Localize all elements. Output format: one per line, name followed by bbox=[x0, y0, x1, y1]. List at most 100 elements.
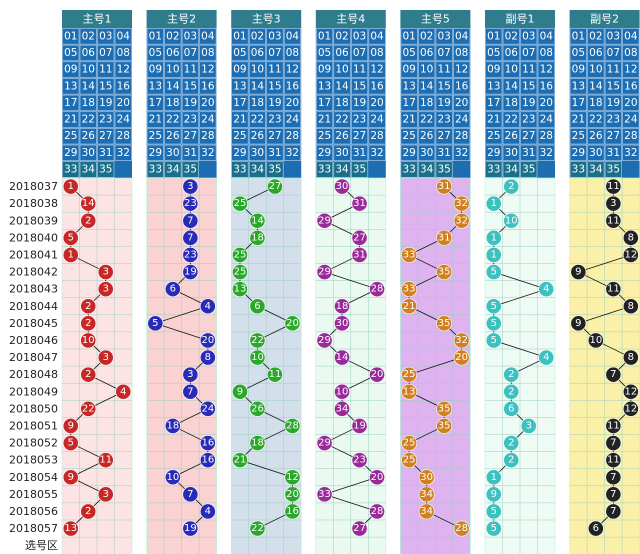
ball-number: 11 bbox=[99, 455, 112, 466]
ball-number: 4 bbox=[205, 301, 211, 312]
grid-cell bbox=[622, 28, 640, 45]
trend-line bbox=[578, 254, 631, 273]
ball bbox=[182, 486, 199, 503]
grid-number: 25 bbox=[318, 130, 331, 142]
grid-number: 30 bbox=[166, 147, 179, 159]
ball bbox=[485, 332, 502, 349]
grid-cell bbox=[248, 144, 266, 162]
grid-cell bbox=[569, 128, 587, 145]
grid-cell bbox=[199, 61, 217, 78]
ball bbox=[232, 383, 248, 400]
ball-number: 18 bbox=[251, 232, 264, 243]
ball-number: 13 bbox=[64, 523, 77, 534]
grid-number: 08 bbox=[455, 47, 468, 59]
grid-cell bbox=[315, 128, 334, 145]
grid-cell bbox=[400, 144, 418, 162]
ball bbox=[485, 503, 502, 520]
grid-number: 12 bbox=[455, 64, 468, 76]
grid-cell bbox=[622, 78, 640, 95]
grid-cell bbox=[199, 128, 217, 145]
grid-number: 25 bbox=[402, 130, 415, 142]
grid-cell bbox=[569, 161, 587, 178]
grid-cell bbox=[502, 44, 520, 62]
grid-cell bbox=[400, 128, 418, 145]
grid-number: 10 bbox=[251, 64, 264, 76]
grid-cell bbox=[418, 61, 436, 78]
ball-number: 19 bbox=[184, 267, 197, 278]
grid-number: 15 bbox=[607, 80, 620, 92]
ball-number: 33 bbox=[318, 489, 331, 500]
grid-cell bbox=[114, 28, 132, 45]
column-header-bg bbox=[231, 10, 302, 28]
grid-cell bbox=[266, 78, 284, 95]
ball-number: 32 bbox=[455, 215, 468, 226]
grid-number: 12 bbox=[201, 64, 214, 76]
grid-cell bbox=[502, 144, 520, 162]
grid-number: 30 bbox=[335, 147, 348, 159]
grid-cell bbox=[435, 111, 453, 128]
grid-cell bbox=[248, 28, 266, 45]
grid-number: 09 bbox=[487, 64, 500, 76]
ball-number: 8 bbox=[628, 232, 634, 243]
ball bbox=[182, 195, 199, 212]
trend-line bbox=[155, 322, 208, 341]
grid-cell bbox=[350, 144, 369, 162]
ball bbox=[503, 178, 520, 195]
grid-cell bbox=[350, 111, 369, 128]
ball-number: 25 bbox=[403, 369, 416, 380]
ball-number: 2 bbox=[508, 455, 514, 466]
grid-number: 14 bbox=[166, 80, 180, 92]
grid-cell bbox=[622, 44, 640, 62]
ball bbox=[503, 383, 520, 400]
grid-number: 25 bbox=[233, 130, 246, 142]
column-header: 主号3 bbox=[252, 13, 281, 26]
ball bbox=[605, 418, 622, 434]
grid-number: 18 bbox=[589, 97, 602, 109]
ball-number: 2 bbox=[85, 369, 91, 380]
ball bbox=[418, 503, 435, 520]
period-label: 2018042 bbox=[9, 266, 58, 279]
grid-number: 06 bbox=[166, 47, 180, 59]
grid-number: 34 bbox=[82, 164, 96, 176]
grid-cell bbox=[520, 161, 538, 178]
grid-number: 31 bbox=[607, 147, 620, 159]
grid-number: 10 bbox=[82, 64, 95, 76]
ball-number: 3 bbox=[103, 352, 109, 363]
grid-cell bbox=[248, 94, 266, 112]
column-header: 副号1 bbox=[506, 13, 535, 26]
ball-number: 14 bbox=[336, 352, 349, 363]
grid-cell bbox=[231, 128, 249, 145]
grid-cell bbox=[569, 78, 587, 95]
grid-cell bbox=[435, 94, 453, 112]
grid-cell bbox=[315, 94, 334, 112]
grid-number: 06 bbox=[335, 47, 349, 59]
grid-cell bbox=[520, 78, 538, 95]
ball bbox=[62, 229, 79, 246]
ball bbox=[62, 418, 79, 434]
grid-number: 27 bbox=[522, 130, 535, 142]
ball bbox=[570, 264, 587, 280]
ball bbox=[80, 503, 97, 520]
grid-number: 06 bbox=[589, 47, 603, 59]
grid-cell bbox=[485, 44, 503, 62]
grid-cell bbox=[418, 44, 436, 62]
grid-number: 07 bbox=[99, 47, 112, 59]
grid-number: 02 bbox=[505, 30, 518, 42]
grid-number: 14 bbox=[589, 80, 603, 92]
grid-number: 22 bbox=[420, 114, 433, 126]
ball bbox=[62, 178, 79, 195]
grid-number: 21 bbox=[318, 114, 331, 126]
grid-number: 07 bbox=[437, 47, 450, 59]
ball-number: 18 bbox=[336, 301, 349, 312]
ball bbox=[316, 435, 333, 451]
ball-number: 2 bbox=[508, 438, 514, 449]
ball bbox=[232, 247, 248, 263]
ball-number: 18 bbox=[166, 420, 179, 431]
ball-number: 10 bbox=[505, 215, 518, 226]
grid-cell bbox=[266, 111, 284, 128]
trend-line bbox=[578, 305, 631, 324]
grid-cell bbox=[146, 44, 164, 62]
grid-cell bbox=[604, 144, 622, 162]
grid-cell bbox=[315, 78, 334, 95]
grid-number: 23 bbox=[268, 114, 281, 126]
